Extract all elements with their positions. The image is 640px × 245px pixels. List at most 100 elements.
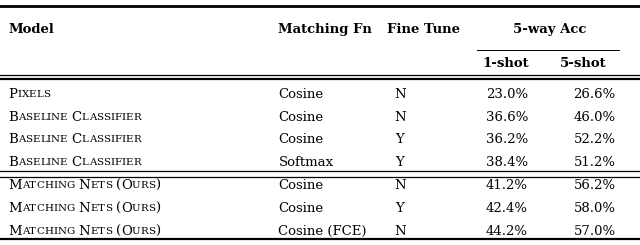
Text: R: R — [141, 181, 148, 190]
Text: S: S — [43, 90, 50, 99]
Text: R: R — [133, 113, 141, 122]
Text: I: I — [47, 135, 51, 144]
Text: E: E — [90, 204, 98, 213]
Text: 51.2%: 51.2% — [573, 156, 616, 169]
Text: H: H — [44, 204, 53, 213]
Text: N: N — [57, 181, 66, 190]
Text: E: E — [125, 113, 133, 122]
Text: S: S — [148, 204, 156, 213]
Text: R: R — [141, 227, 148, 235]
Text: R: R — [133, 158, 141, 167]
Text: E: E — [60, 113, 67, 122]
Text: F: F — [115, 113, 122, 122]
Text: X: X — [22, 90, 29, 99]
Text: M: M — [8, 179, 22, 192]
Text: A: A — [22, 227, 29, 235]
Text: E: E — [125, 158, 133, 167]
Text: 42.4%: 42.4% — [486, 202, 528, 215]
Text: I: I — [122, 158, 125, 167]
Text: N: N — [394, 88, 406, 101]
Text: T: T — [98, 227, 105, 235]
Text: I: I — [47, 158, 51, 167]
Text: B: B — [8, 133, 18, 147]
Text: A: A — [22, 181, 29, 190]
Text: S: S — [148, 227, 156, 235]
Text: 38.4%: 38.4% — [486, 156, 528, 169]
Text: 26.6%: 26.6% — [573, 88, 616, 101]
Text: I: I — [53, 227, 57, 235]
Text: C: C — [36, 227, 44, 235]
Text: N: N — [51, 113, 60, 122]
Text: S: S — [105, 204, 112, 213]
Text: Cosine: Cosine — [278, 133, 324, 147]
Text: Cosine: Cosine — [278, 202, 324, 215]
Text: T: T — [98, 181, 105, 190]
Text: G: G — [66, 227, 74, 235]
Text: F: F — [115, 158, 122, 167]
Text: Cosine: Cosine — [278, 179, 324, 192]
Text: G: G — [66, 181, 74, 190]
Text: 46.0%: 46.0% — [573, 110, 616, 124]
Text: Cosine: Cosine — [278, 110, 324, 124]
Text: 41.2%: 41.2% — [486, 179, 528, 192]
Text: G: G — [66, 204, 74, 213]
Text: ): ) — [156, 224, 161, 238]
Text: M: M — [8, 224, 22, 238]
Text: N: N — [394, 179, 406, 192]
Text: U: U — [132, 204, 141, 213]
Text: I: I — [110, 135, 115, 144]
Text: ): ) — [156, 179, 161, 192]
Text: S: S — [26, 113, 33, 122]
Text: 52.2%: 52.2% — [573, 133, 616, 147]
Text: (: ( — [116, 224, 121, 238]
Text: N: N — [57, 204, 66, 213]
Text: I: I — [110, 158, 115, 167]
Text: 56.2%: 56.2% — [573, 179, 616, 192]
Text: M: M — [8, 202, 22, 215]
Text: S: S — [96, 158, 103, 167]
Text: E: E — [33, 158, 40, 167]
Text: N: N — [57, 227, 66, 235]
Text: I: I — [122, 113, 125, 122]
Text: E: E — [29, 90, 36, 99]
Text: 23.0%: 23.0% — [486, 88, 528, 101]
Text: S: S — [148, 181, 156, 190]
Text: A: A — [88, 158, 96, 167]
Text: U: U — [132, 181, 141, 190]
Text: I: I — [53, 204, 57, 213]
Text: L: L — [40, 135, 47, 144]
Text: A: A — [88, 113, 96, 122]
Text: Cosine: Cosine — [278, 88, 324, 101]
Text: A: A — [22, 204, 29, 213]
Text: C: C — [36, 181, 44, 190]
Text: L: L — [40, 113, 47, 122]
Text: E: E — [125, 135, 133, 144]
Text: E: E — [33, 135, 40, 144]
Text: (: ( — [116, 202, 121, 215]
Text: S: S — [103, 158, 110, 167]
Text: R: R — [133, 135, 141, 144]
Text: Y: Y — [396, 202, 404, 215]
Text: N: N — [79, 179, 90, 192]
Text: L: L — [82, 158, 88, 167]
Text: ): ) — [156, 202, 161, 215]
Text: I: I — [47, 113, 51, 122]
Text: E: E — [60, 158, 67, 167]
Text: 36.6%: 36.6% — [486, 110, 528, 124]
Text: C: C — [72, 133, 82, 147]
Text: O: O — [121, 179, 132, 192]
Text: E: E — [90, 181, 98, 190]
Text: A: A — [18, 113, 26, 122]
Text: F: F — [115, 135, 122, 144]
Text: N: N — [79, 224, 90, 238]
Text: H: H — [44, 227, 53, 235]
Text: Y: Y — [396, 156, 404, 169]
Text: B: B — [8, 110, 18, 124]
Text: S: S — [26, 158, 33, 167]
Text: C: C — [36, 204, 44, 213]
Text: A: A — [88, 135, 96, 144]
Text: C: C — [72, 156, 82, 169]
Text: O: O — [121, 224, 132, 238]
Text: N: N — [394, 224, 406, 238]
Text: L: L — [82, 135, 88, 144]
